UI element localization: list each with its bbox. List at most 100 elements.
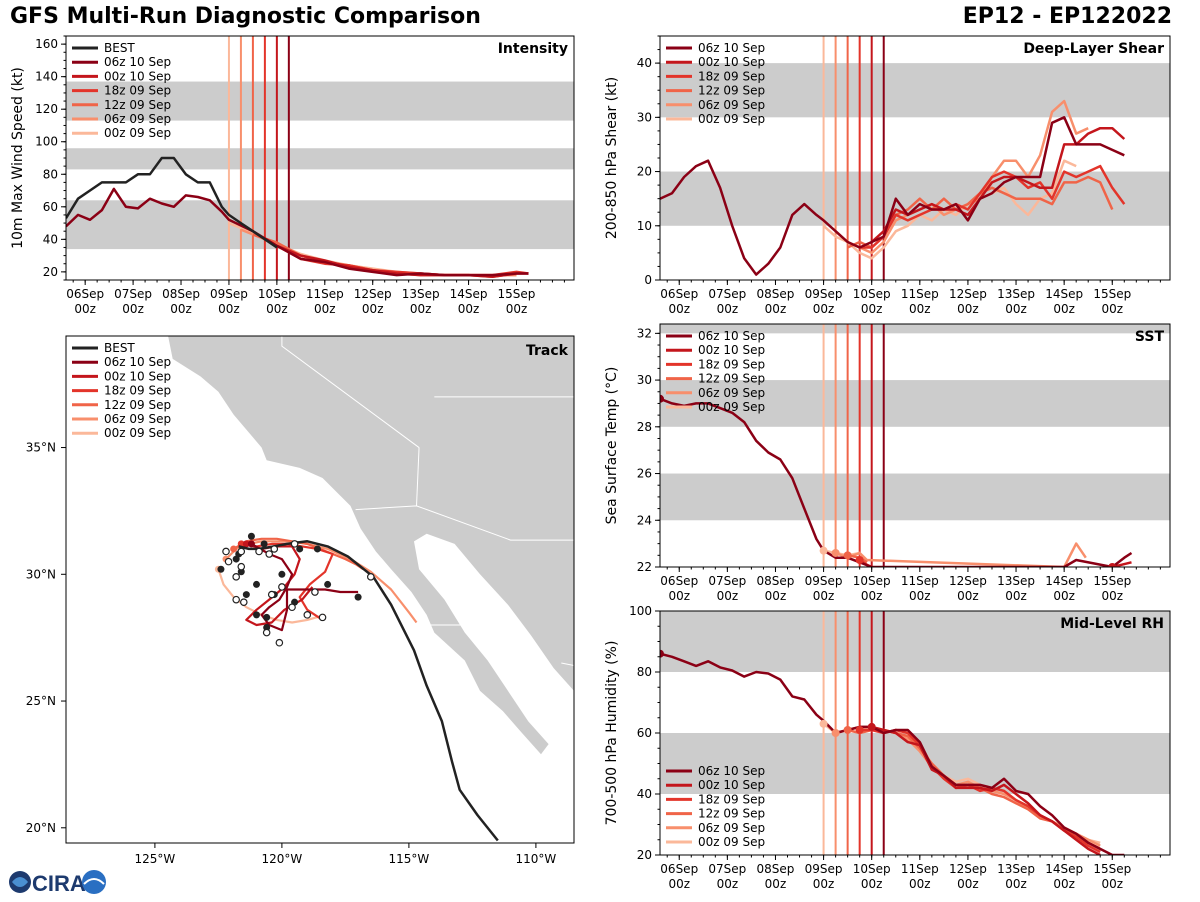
threshold-band: [66, 200, 574, 250]
x-tick-label: 10Sep: [853, 862, 891, 876]
logo-swirl-icon: [12, 877, 28, 887]
y-tick-label: 32: [637, 326, 652, 340]
x-tick-label: 12Sep: [949, 287, 987, 301]
legend-label: 18z 09 Sep: [698, 357, 765, 371]
plot-area: 2040608010006Sep00z07Sep00z08Sep00z09Sep…: [604, 604, 1171, 891]
day-marker-open: [232, 595, 240, 604]
series-line: [871, 725, 1101, 855]
series-line: [276, 244, 529, 278]
x-tick-label-hour: 00z: [861, 302, 883, 316]
cira-logo: CIRA: [4, 866, 108, 898]
map-frame: [65, 335, 575, 844]
legend-label: 00z 09 Sep: [698, 112, 765, 126]
x-tick-label: 15Sep: [1093, 287, 1131, 301]
state-border: [561, 662, 574, 667]
y-axis-label: Sea Surface Temp (°C): [604, 367, 620, 525]
day-marker-open: [222, 547, 230, 556]
x-tick-label: 09Sep: [805, 862, 843, 876]
day-marker-open: [278, 583, 286, 591]
day-marker-open: [303, 611, 312, 619]
legend-label: 18z 09 Sep: [698, 69, 765, 83]
legend-label: 06z 09 Sep: [104, 412, 171, 426]
x-tick-label-hour: 00z: [909, 877, 931, 891]
y-tick-label: 80: [43, 167, 58, 181]
legend-label: 18z 09 Sep: [698, 792, 765, 806]
plot-clip: [660, 611, 1170, 855]
shear-chart: 01020304006Sep00z07Sep00z08Sep00z09Sep00…: [604, 35, 1171, 316]
day-marker-open: [275, 638, 284, 647]
day-marker-filled: [260, 540, 268, 548]
x-tick-label: 09Sep: [805, 574, 843, 588]
sst-chart: 22242628303206Sep00z07Sep00z08Sep00z09Se…: [604, 323, 1171, 603]
lat-tick-label: 30°N: [26, 567, 56, 581]
y-tick-label: 60: [43, 200, 58, 214]
day-marker-filled: [263, 613, 271, 621]
y-tick-label: 10: [637, 219, 652, 233]
track-start-marker: [242, 540, 250, 548]
day-marker-filled: [324, 580, 332, 588]
x-tick-label: 11Sep: [901, 862, 939, 876]
lon-tick-label: 110°W: [516, 852, 557, 866]
legend-label: 06z 09 Sep: [698, 98, 765, 112]
threshold-band: [660, 324, 1170, 334]
day-marker-filled: [217, 565, 225, 573]
y-tick-label: 30: [637, 110, 652, 124]
day-marker-open: [311, 588, 319, 596]
x-tick-label: 06Sep: [660, 862, 698, 876]
x-tick-label: 11Sep: [901, 574, 939, 588]
legend-label: 18z 09 Sep: [104, 84, 171, 98]
logo-text: CIRA: [32, 871, 86, 896]
init-marker: [1108, 563, 1117, 567]
legend-label: 06z 10 Sep: [698, 329, 765, 343]
legend-label: 00z 10 Sep: [698, 55, 765, 69]
x-tick-label-hour: 00z: [909, 302, 931, 316]
track-start-marker: [230, 545, 238, 553]
lat-tick-label: 25°N: [26, 694, 56, 708]
day-marker-open: [270, 545, 279, 553]
legend-label: 00z 09 Sep: [698, 400, 765, 414]
x-tick-label: 13Sep: [997, 287, 1035, 301]
best-track-line: [238, 540, 499, 842]
x-tick-label-hour: 00z: [170, 302, 192, 316]
x-tick-label-hour: 00z: [1101, 302, 1123, 316]
panel-title: Track: [526, 343, 569, 359]
x-tick-label: 10Sep: [258, 287, 296, 301]
day-marker-filled: [253, 611, 260, 619]
x-tick-label: 06Sep: [660, 287, 698, 301]
day-marker-filled: [247, 532, 255, 540]
x-tick-label: 07Sep: [708, 287, 746, 301]
day-marker-open: [224, 557, 233, 566]
init-marker: [831, 729, 840, 737]
forecast-track: [233, 537, 364, 571]
rh-chart: 2040608010006Sep00z07Sep00z08Sep00z09Sep…: [604, 604, 1171, 891]
legend-label: 00z 10 Sep: [104, 369, 171, 383]
y-tick-label: 20: [43, 265, 58, 279]
day-marker-open: [265, 550, 274, 558]
x-tick-label: 12Sep: [354, 287, 392, 301]
init-marker: [855, 725, 864, 734]
x-tick-label-hour: 00z: [765, 589, 787, 603]
plot-area: 22242628303206Sep00z07Sep00z08Sep00z09Se…: [604, 323, 1171, 603]
legend-label: 12z 09 Sep: [698, 372, 765, 386]
lon-tick-label: 125°W: [135, 852, 176, 866]
series-line: [870, 126, 1126, 243]
x-tick-label-hour: 00z: [765, 302, 787, 316]
legend-label: 06z 10 Sep: [698, 764, 765, 778]
day-marker-open: [366, 573, 375, 581]
init-marker: [819, 546, 828, 555]
x-tick-label: 10Sep: [853, 287, 891, 301]
legend-label: 06z 09 Sep: [698, 821, 765, 835]
main-title: GFS Multi-Run Diagnostic Comparison: [10, 4, 481, 29]
state-border: [281, 336, 420, 448]
intensity-chart: 2040608010012014016006Sep00z07Sep00z08Se…: [10, 35, 575, 316]
x-tick-label: 12Sep: [949, 862, 987, 876]
plot-clip: [660, 36, 1170, 280]
logo-emblem-icon: [82, 870, 106, 894]
y-tick-label: 20: [637, 848, 652, 862]
x-tick-label-hour: 00z: [909, 589, 931, 603]
legend-label: 00z 09 Sep: [698, 835, 765, 849]
y-tick-label: 26: [637, 467, 652, 481]
